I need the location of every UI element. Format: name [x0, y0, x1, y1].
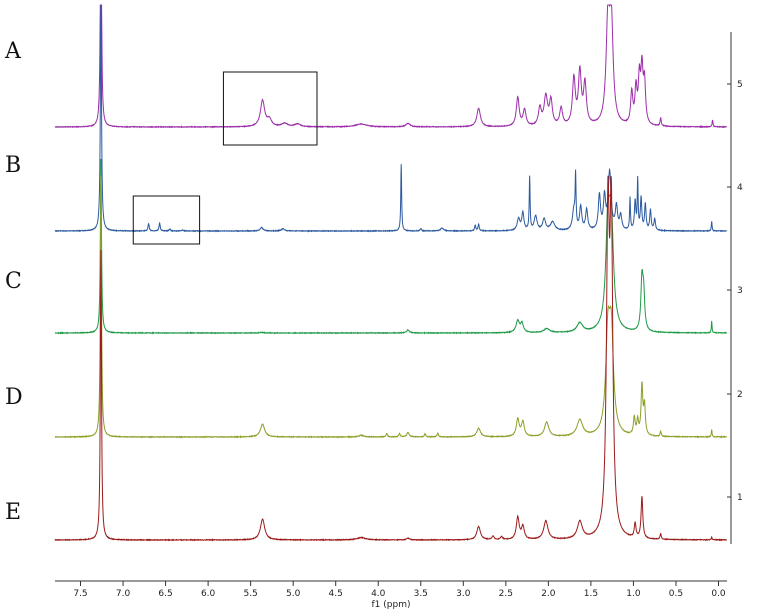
x-tick-label: 3.0	[456, 589, 471, 599]
panel-label-b: B	[5, 153, 21, 178]
right-axis-tick-label: 2	[737, 390, 743, 400]
spectrum-trace-a	[54, 4, 728, 129]
x-tick-label: 4.5	[329, 589, 343, 599]
x-tick-label: 5.5	[243, 589, 257, 599]
panel-label-c: C	[5, 269, 22, 294]
x-tick-label: 2.0	[541, 589, 556, 599]
x-tick-label: 6.5	[158, 589, 172, 599]
right-axis-tick-label: 5	[737, 80, 743, 90]
panel-labels: A B C D E	[4, 39, 23, 525]
x-tick-label: 5.0	[286, 589, 301, 599]
x-tick-label: 2.5	[499, 589, 513, 599]
right-axis-tick-label: 1	[737, 493, 743, 503]
highlight-box-b	[132, 195, 201, 245]
right-axis: 1 2 3 4 5	[727, 32, 743, 544]
x-axis: 7.5 7.0 6.5 6.0 5.5 5.0 4.5 4.0 3.5 3.0 2.5 2.0 1.5 1…	[55, 580, 727, 610]
x-tick-label: 7.0	[116, 589, 131, 599]
spectrum-trace-e	[54, 175, 727, 542]
x-tick-label: 4.0	[371, 589, 386, 599]
right-axis-tick-label: 4	[737, 183, 743, 193]
right-axis-tick-label: 3	[737, 286, 743, 296]
x-tick-label: 1.0	[626, 589, 641, 599]
x-tick-label: 1.5	[584, 589, 598, 599]
x-tick-label: 7.5	[73, 589, 87, 599]
x-ticks: 7.5 7.0 6.5 6.0 5.5 5.0 4.5 4.0 3.5 3.0 2.5 2.0 1.5 1…	[73, 581, 726, 599]
x-axis-title: f1 (ppm)	[372, 600, 411, 610]
x-tick-label: 0.0	[711, 589, 726, 599]
right-axis-ticks: 1 2 3 4 5	[727, 80, 743, 503]
spectra-traces	[54, 4, 728, 542]
x-tick-label: 3.5	[414, 589, 428, 599]
spectrum-trace-c	[54, 158, 727, 335]
panel-label-a: A	[4, 39, 22, 64]
highlight-boxes	[132, 71, 318, 245]
highlight-box-a	[222, 71, 318, 146]
panel-label-d: D	[5, 385, 23, 410]
panel-label-e: E	[5, 500, 21, 525]
spectrum-trace-d	[54, 175, 727, 439]
x-tick-label: 0.5	[669, 589, 683, 599]
spectrum-trace-b	[54, 4, 728, 233]
x-tick-label: 6.0	[201, 589, 216, 599]
